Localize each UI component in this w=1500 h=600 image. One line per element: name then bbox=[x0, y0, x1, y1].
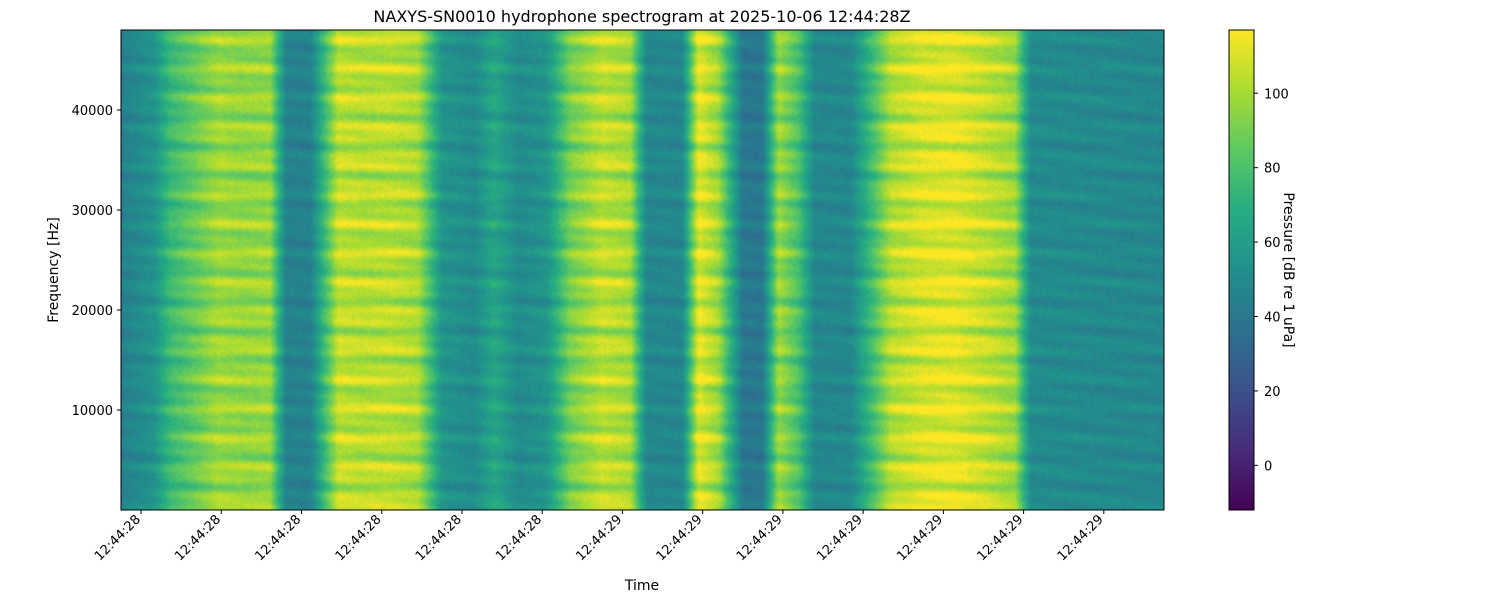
x-tick-label: 12:44:29 bbox=[1055, 512, 1107, 564]
y-axis-label: Frequency [Hz] bbox=[46, 217, 62, 323]
x-tick-label: 12:44:29 bbox=[573, 512, 625, 564]
y-tick-label: 10000 bbox=[72, 404, 113, 419]
x-axis-label: Time bbox=[624, 578, 659, 594]
x-tick-label: 12:44:28 bbox=[172, 512, 224, 564]
colorbar-tick-label: 20 bbox=[1264, 385, 1281, 400]
colorbar-ramp bbox=[1228, 29, 1255, 511]
x-axis: 12:44:28 12:44:28 12:44:28 12:44:28 12:44:28… bbox=[92, 510, 1107, 564]
y-axis: 10000 20000 30000 40000 bbox=[72, 104, 121, 419]
x-tick-label: 12:44:29 bbox=[894, 512, 946, 564]
x-tick-label: 12:44:29 bbox=[814, 512, 866, 564]
x-tick-label: 12:44:29 bbox=[654, 512, 706, 564]
colorbar-ticks: 0 20 40 60 80 100 bbox=[1254, 87, 1289, 474]
colorbar-tick-label: 80 bbox=[1264, 162, 1281, 177]
spectrogram-heatmap bbox=[121, 30, 1164, 510]
plot-frame bbox=[120, 29, 1165, 511]
x-tick-label: 12:44:28 bbox=[92, 512, 144, 564]
colorbar-tick-label: 60 bbox=[1264, 236, 1281, 251]
plot-area bbox=[120, 29, 1165, 511]
colorbar-tick-label: 40 bbox=[1264, 311, 1281, 326]
colorbar-tick-label: 0 bbox=[1264, 459, 1272, 474]
colorbar-tick-label: 100 bbox=[1264, 87, 1289, 102]
chart-title: NAXYS-SN0010 hydrophone spectrogram at 2… bbox=[373, 7, 910, 26]
x-tick-label: 12:44:29 bbox=[975, 512, 1027, 564]
y-tick-label: 20000 bbox=[72, 304, 113, 319]
colorbar-label: Pressure [dB re 1 uPa] bbox=[1280, 192, 1296, 347]
x-tick-label: 12:44:28 bbox=[252, 512, 304, 564]
y-tick-label: 30000 bbox=[72, 204, 113, 219]
y-tick-label: 40000 bbox=[72, 104, 113, 119]
colorbar: 0 20 40 60 80 100 Pressure [dB re 1 uPa] bbox=[1228, 29, 1296, 511]
x-tick-label: 12:44:28 bbox=[413, 512, 465, 564]
x-tick-label: 12:44:28 bbox=[333, 512, 385, 564]
x-tick-label: 12:44:28 bbox=[493, 512, 545, 564]
x-tick-label: 12:44:29 bbox=[734, 512, 786, 564]
